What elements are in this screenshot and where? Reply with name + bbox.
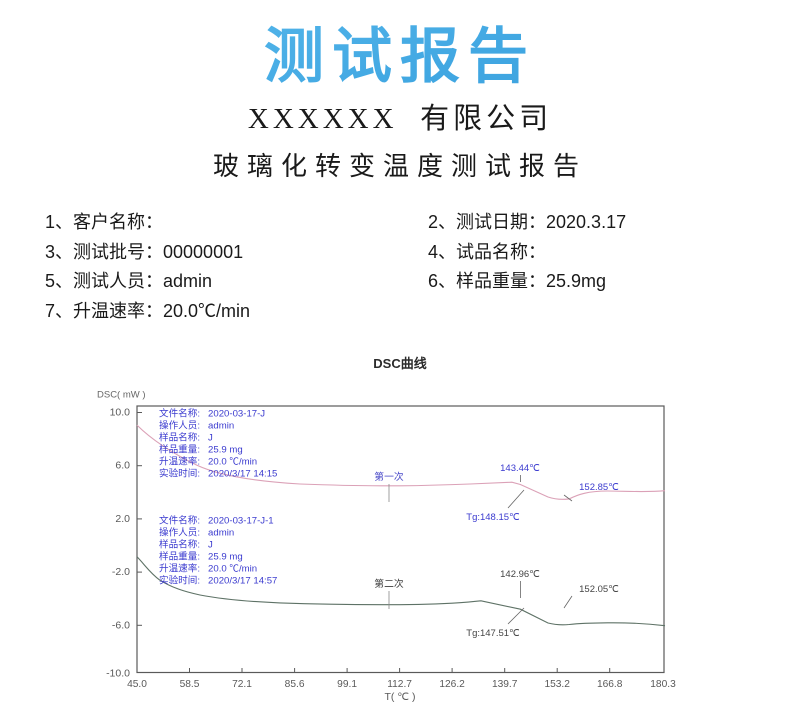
svg-text:166.8: 166.8	[597, 679, 623, 690]
svg-text:10.0: 10.0	[110, 407, 131, 419]
svg-text:45.0: 45.0	[127, 679, 147, 690]
svg-text:T( ℃ ): T( ℃ )	[384, 691, 415, 703]
svg-text:升温速率: 20.0 ℃/min: 升温速率: 20.0 ℃/min	[159, 563, 257, 575]
svg-text:2.0: 2.0	[115, 513, 130, 525]
svg-text:143.44℃: 143.44℃	[500, 463, 540, 474]
svg-text:升温速率: 20.0 ℃/min: 升温速率: 20.0 ℃/min	[159, 456, 257, 468]
svg-text:153.2: 153.2	[544, 679, 570, 690]
svg-text:实验时间: 2020/3/17 14:15: 实验时间: 2020/3/17 14:15	[159, 468, 277, 480]
svg-text:实验时间: 2020/3/17 14:57: 实验时间: 2020/3/17 14:57	[159, 575, 277, 587]
svg-text:Tg:148.15℃: Tg:148.15℃	[466, 512, 520, 523]
svg-text:样品重量: 25.9 mg: 样品重量: 25.9 mg	[159, 444, 243, 456]
svg-text:样品名称: J: 样品名称: J	[159, 432, 213, 444]
svg-text:142.96℃: 142.96℃	[500, 569, 540, 580]
svg-text:58.5: 58.5	[180, 679, 200, 690]
svg-text:样品重量: 25.9 mg: 样品重量: 25.9 mg	[159, 551, 243, 563]
svg-text:操作人员: admin: 操作人员: admin	[159, 527, 234, 539]
svg-text:112.7: 112.7	[387, 679, 412, 690]
svg-text:85.6: 85.6	[285, 679, 305, 690]
svg-text:DSC( mW ): DSC( mW )	[97, 390, 146, 401]
svg-text:126.2: 126.2	[439, 679, 465, 690]
svg-text:样品名称: J: 样品名称: J	[159, 539, 213, 551]
svg-text:-10.0: -10.0	[106, 668, 130, 680]
svg-text:Tg:147.51℃: Tg:147.51℃	[466, 628, 520, 639]
svg-text:文件名称: 2020-03-17-J-1: 文件名称: 2020-03-17-J-1	[159, 515, 274, 527]
svg-text:180.3: 180.3	[650, 679, 676, 690]
svg-text:152.85℃: 152.85℃	[579, 482, 619, 493]
svg-text:72.1: 72.1	[232, 679, 252, 690]
svg-text:第一次: 第一次	[374, 470, 404, 483]
svg-text:-2.0: -2.0	[112, 566, 130, 578]
svg-text:99.1: 99.1	[337, 679, 357, 690]
svg-text:152.05℃: 152.05℃	[579, 584, 619, 595]
svg-text:-6.0: -6.0	[112, 619, 130, 631]
svg-text:操作人员: admin: 操作人员: admin	[159, 420, 234, 432]
svg-text:139.7: 139.7	[492, 679, 518, 690]
svg-text:第二次: 第二次	[374, 577, 404, 590]
svg-text:文件名称: 2020-03-17-J: 文件名称: 2020-03-17-J	[159, 408, 265, 420]
svg-text:6.0: 6.0	[115, 460, 130, 472]
